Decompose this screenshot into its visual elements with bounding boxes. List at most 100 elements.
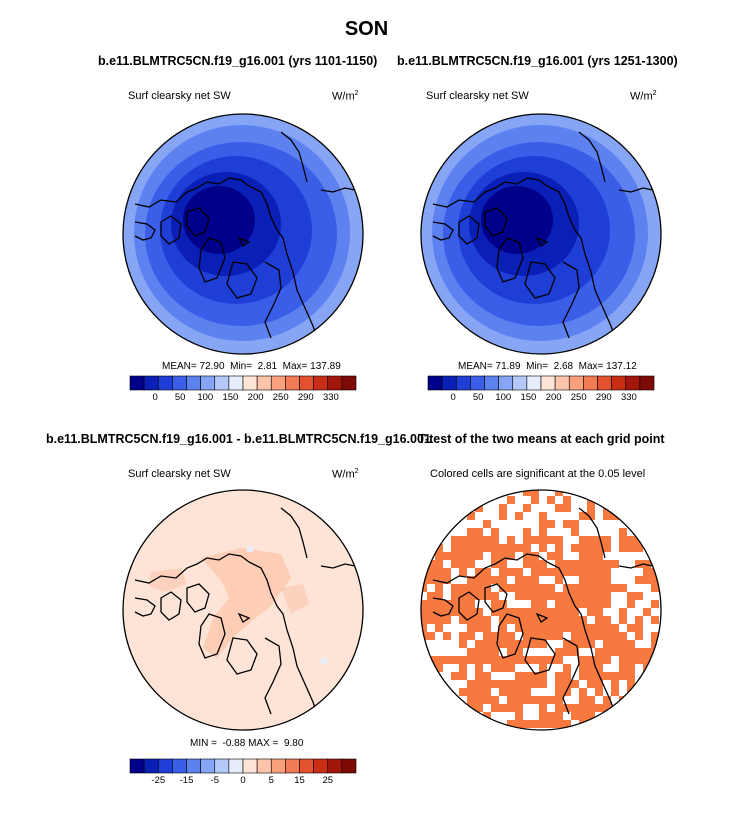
panel3-polar-map: [122, 489, 364, 731]
panel1-subtitle: Surf clearsky net SW: [128, 90, 231, 102]
significant-cell: [595, 592, 603, 600]
significant-cell: [539, 608, 547, 616]
significant-cell: [611, 672, 619, 680]
significant-cell: [611, 688, 619, 696]
significant-cell: [571, 544, 579, 552]
significant-cell: [523, 552, 531, 560]
panel4-polar-map: [420, 489, 662, 731]
significant-cell: [587, 632, 595, 640]
significant-cell: [467, 592, 475, 600]
significant-cell: [507, 568, 515, 576]
significant-cell: [571, 600, 579, 608]
significant-cell: [587, 656, 595, 664]
colorbar-tick-label: 150: [222, 392, 239, 403]
significant-cell: [515, 672, 523, 680]
significant-cell: [571, 680, 579, 688]
significant-cell: [547, 632, 555, 640]
significant-cell: [579, 664, 587, 672]
significant-cell: [451, 536, 459, 544]
significant-cell: [611, 632, 619, 640]
colorbar-tick-label: 250: [570, 392, 587, 403]
colorbar-swatch: [540, 375, 556, 391]
significant-cell: [555, 504, 563, 512]
significant-cell: [427, 576, 435, 584]
significant-cell: [611, 584, 619, 592]
significant-cell: [587, 696, 595, 704]
significant-cell: [595, 688, 603, 696]
significant-cell: [579, 512, 587, 520]
significant-cell: [587, 608, 595, 616]
panel3-stats: MIN = -0.88 MAX = 9.80: [190, 738, 304, 749]
significant-cell: [483, 536, 491, 544]
significant-cell: [523, 720, 531, 728]
colorbar-swatch: [327, 758, 343, 774]
significant-cell: [443, 600, 451, 608]
colorbar-swatch: [214, 758, 230, 774]
significant-cell: [499, 544, 507, 552]
significant-cell: [531, 608, 539, 616]
significant-cell: [523, 528, 531, 536]
significant-cell: [475, 616, 483, 624]
significant-cell: [555, 680, 563, 688]
colorbar-tick-label: 100: [495, 392, 512, 403]
significant-cell: [451, 584, 459, 592]
colorbar-tick-label: 0: [152, 392, 158, 403]
significant-cell: [491, 648, 499, 656]
significant-cell: [651, 576, 659, 584]
significant-cell: [555, 624, 563, 632]
significant-cell: [603, 536, 611, 544]
significant-cell: [443, 608, 451, 616]
significant-cell: [451, 600, 459, 608]
significant-cell: [555, 560, 563, 568]
significant-cell: [491, 680, 499, 688]
panel1-units: W/m2: [332, 90, 359, 103]
significant-cell: [595, 656, 603, 664]
significant-cell: [611, 680, 619, 688]
significant-cell: [491, 528, 499, 536]
colorbar-swatch: [214, 375, 230, 391]
significant-cell: [603, 512, 611, 520]
significant-cell: [539, 544, 547, 552]
significant-cell: [523, 536, 531, 544]
significant-cell: [587, 624, 595, 632]
significant-cell: [595, 616, 603, 624]
significant-cell: [555, 656, 563, 664]
significant-cell: [523, 616, 531, 624]
significant-cell: [619, 672, 627, 680]
colorbar-tick-label: 100: [197, 392, 214, 403]
significant-cell: [483, 688, 491, 696]
significant-cell: [435, 560, 443, 568]
significant-cell: [547, 496, 555, 504]
panel1-colorbar-ticks: 0 50 100 150 200 250 290 330: [130, 392, 356, 406]
colorbar-tick-label: 15: [294, 775, 305, 786]
colorbar-swatch: [200, 375, 216, 391]
significant-cell: [531, 592, 539, 600]
significant-cell: [563, 504, 571, 512]
significant-cell: [475, 696, 483, 704]
significant-cell: [531, 560, 539, 568]
significant-cell: [555, 632, 563, 640]
colorbar-swatch: [327, 375, 343, 391]
significant-cell: [579, 584, 587, 592]
significant-cell: [491, 600, 499, 608]
significant-cell: [491, 536, 499, 544]
significant-cell: [507, 640, 515, 648]
significant-cell: [603, 560, 611, 568]
significant-cell: [619, 536, 627, 544]
colorbar-swatch: [611, 375, 627, 391]
significant-cell: [451, 560, 459, 568]
significant-cell: [499, 688, 507, 696]
significant-cell: [571, 560, 579, 568]
colorbar-swatch: [512, 375, 528, 391]
significant-cell: [491, 592, 499, 600]
significant-cell: [475, 656, 483, 664]
significant-cell: [467, 584, 475, 592]
significant-cell: [475, 640, 483, 648]
significant-cell: [515, 656, 523, 664]
colorbar-swatch: [313, 758, 329, 774]
significant-cell: [539, 584, 547, 592]
significant-cell: [619, 608, 627, 616]
significant-cell: [475, 576, 483, 584]
colorbar-tick-label: -5: [210, 775, 220, 786]
significant-cell: [507, 552, 515, 560]
